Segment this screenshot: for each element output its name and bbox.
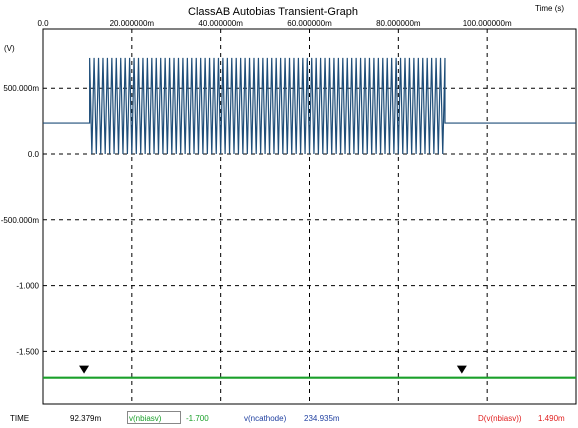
cursors — [79, 365, 467, 374]
x-tick-label: 60.000000m — [287, 19, 332, 28]
y-tick-label: -1.500 — [16, 347, 39, 356]
x-tick-label: 100.000000m — [463, 19, 512, 28]
time-label: TIME — [10, 414, 30, 423]
y-tick-label: -500.000m — [1, 216, 40, 225]
diff-value: 1.490m — [538, 414, 565, 423]
x-tick-label: 20.000000m — [110, 19, 155, 28]
chart-title: ClassAB Autobias Transient-Graph — [188, 6, 358, 18]
diff-label[interactable]: D(v(nbiasv)) — [478, 414, 522, 423]
x-tick-label: 40.000000m — [198, 19, 243, 28]
y-axis-label: (V) — [4, 44, 15, 53]
grid — [43, 29, 576, 404]
y-tick-label: 0.0 — [28, 150, 40, 159]
ncathode-label[interactable]: v(ncathode) — [244, 414, 287, 423]
x-tick-labels: 0.0 20.000000m 40.000000m 60.000000m 80.0000… — [37, 19, 512, 28]
cursor-marker-icon — [456, 365, 467, 374]
y-tick-labels: 500.000m 0.0 -500.000m -1.000 -1.500 — [1, 84, 40, 356]
cursor-marker-icon — [79, 365, 90, 374]
series — [43, 57, 576, 379]
x-tick-label: 80.000000m — [376, 19, 421, 28]
time-value: 92.379m — [70, 414, 102, 423]
y-tick-label: 500.000m — [3, 84, 39, 93]
transient-chart: ClassAB Autobias Transient-Graph Time (s… — [1, 4, 577, 405]
nbiasv-label[interactable]: v(nbiasv) — [129, 414, 162, 423]
x-tick-label: 0.0 — [37, 19, 49, 28]
ncathode-value: 234.935m — [304, 414, 340, 423]
x-axis-label: Time (s) — [535, 4, 564, 13]
series-v-ncathode — [43, 57, 576, 155]
status-bar: TIME 92.379m v(nbiasv) -1.700 v(ncathode… — [0, 408, 578, 428]
y-tick-label: -1.000 — [16, 282, 39, 291]
plot-frame — [42, 28, 577, 405]
nbiasv-trace-box[interactable] — [127, 411, 181, 424]
nbiasv-value: -1.700 — [186, 414, 209, 423]
